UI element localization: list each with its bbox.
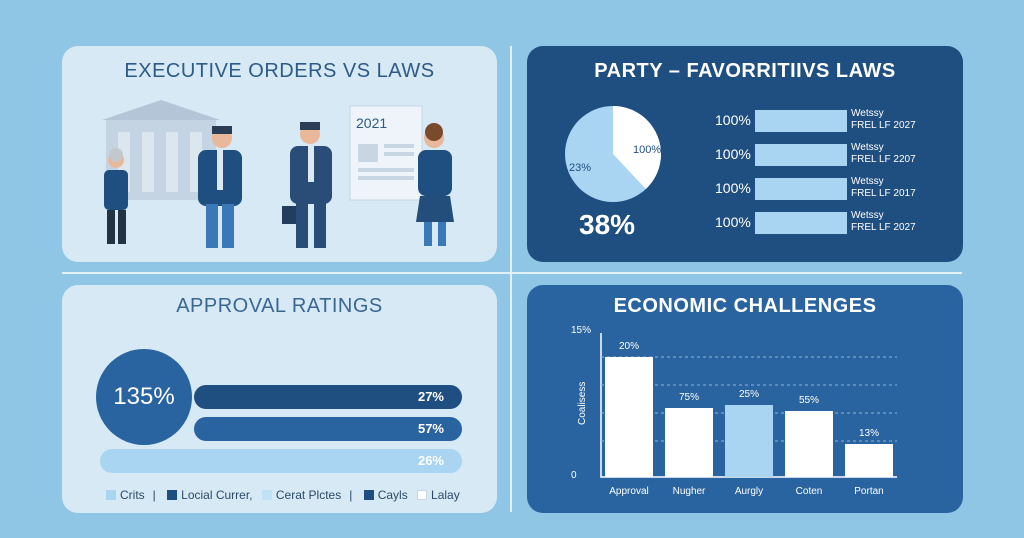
economic-challenges-panel: ECONOMIC CHALLENGES 15% 0 Coalisess 20% Appr… — [527, 285, 963, 513]
chart-bar — [845, 444, 893, 477]
person-man-light-suit — [198, 126, 242, 248]
party-row-pct: 100% — [715, 180, 751, 196]
category-label: Coten — [796, 486, 823, 497]
bar-data-label: 55% — [799, 395, 819, 406]
legend-swatch — [417, 490, 428, 500]
legend-swatch — [167, 490, 178, 500]
economic-chart-svg: 15% 0 Coalisess 20% Approval 75% Nugher 25% Aurg… — [571, 325, 897, 497]
party-row-caption: Wetssy — [851, 142, 884, 153]
party-row-caption: Wetssy — [851, 108, 884, 119]
executive-orders-title: EXECUTIVE ORDERS VS LAWS — [124, 60, 435, 82]
party-row-subcaption: FREL LF 2017 — [851, 188, 916, 199]
pie-label-small: 100% — [633, 144, 662, 156]
party-pie-chart — [565, 106, 661, 202]
y-tick-label: 0 — [571, 470, 577, 481]
approval-bar: 57% — [194, 417, 462, 441]
vertical-divider — [510, 46, 512, 512]
legend-swatch — [363, 490, 374, 500]
legend-item: Cerat Plctes — [261, 488, 341, 502]
party-row-caption: Wetssy — [851, 210, 884, 221]
party-row: 100% Wetssy FREL LF 2017 — [715, 176, 935, 202]
pie-slice-small — [613, 106, 661, 189]
chart-bar — [725, 405, 773, 477]
chart-bar — [605, 357, 653, 477]
party-row-subcaption: FREL LF 2207 — [851, 154, 916, 165]
party-row-pct: 100% — [715, 214, 751, 230]
approval-circle: 135% — [96, 349, 192, 445]
y-tick-label: 15% — [571, 325, 591, 336]
bar-data-label: 75% — [679, 392, 699, 403]
category-label: Nugher — [673, 486, 706, 497]
party-row-pct: 100% — [715, 112, 751, 128]
party-favorites-panel: PARTY – FAVORRITIIVS LAWS 23% 100% 38% 1… — [527, 46, 963, 262]
legend-item: Lalay — [417, 488, 460, 502]
legend-item: Locial Currer, — [167, 488, 253, 502]
party-row-bar — [755, 178, 847, 200]
party-row: 100% Wetssy FREL LF 2027 — [715, 108, 935, 134]
legend-item: Crits — [106, 488, 145, 502]
party-row-pct: 100% — [715, 146, 751, 162]
approval-bar: 26% — [100, 449, 462, 473]
party-row-bar — [755, 110, 847, 132]
party-row-bar — [755, 212, 847, 234]
party-favorites-title: PARTY – FAVORRITIIVS LAWS — [594, 60, 896, 82]
party-row-bar — [755, 144, 847, 166]
person-man-briefcase — [282, 122, 332, 248]
horizontal-divider — [62, 272, 962, 274]
executive-orders-panel: EXECUTIVE ORDERS VS LAWS 2021 — [62, 46, 497, 262]
party-row-subcaption: FREL LF 2027 — [851, 120, 916, 131]
legend-swatch — [261, 490, 272, 500]
person-woman — [416, 123, 454, 246]
approval-ratings-panel: APPROVAL RATINGS 135% 27% 57% 26% Crits |… — [62, 285, 497, 513]
bar-data-label: 25% — [739, 389, 759, 400]
document-year: 2021 — [356, 115, 387, 131]
people-illustration: 2021 — [102, 100, 454, 248]
approval-legend: Crits | Locial Currer, Cerat Plctes | Cayl… — [106, 488, 466, 502]
party-row-caption: Wetssy — [851, 176, 884, 187]
approval-ratings-title: APPROVAL RATINGS — [176, 295, 383, 317]
party-row: 100% Wetssy FREL LF 2027 — [715, 210, 935, 236]
economic-challenges-title: ECONOMIC CHALLENGES — [613, 295, 877, 317]
category-label: Portan — [854, 486, 883, 497]
party-row-subcaption: FREL LF 2027 — [851, 222, 916, 233]
party-row: 100% Wetssy FREL LF 2207 — [715, 142, 935, 168]
document-icon: 2021 — [349, 105, 423, 201]
pie-big-value: 38% — [579, 209, 636, 240]
pie-label-large: 23% — [569, 162, 592, 174]
legend-item: Cayls — [363, 488, 408, 502]
y-axis-label: Coalisess — [577, 382, 588, 425]
category-label: Aurgly — [735, 486, 763, 497]
approval-bar: 27% — [194, 385, 462, 409]
category-label: Approval — [609, 486, 648, 497]
bar-data-label: 20% — [619, 341, 639, 352]
chart-bar — [665, 408, 713, 477]
chart-bar — [785, 411, 833, 477]
legend-swatch — [106, 490, 116, 500]
bar-data-label: 13% — [859, 428, 879, 439]
person-elder — [104, 148, 128, 244]
